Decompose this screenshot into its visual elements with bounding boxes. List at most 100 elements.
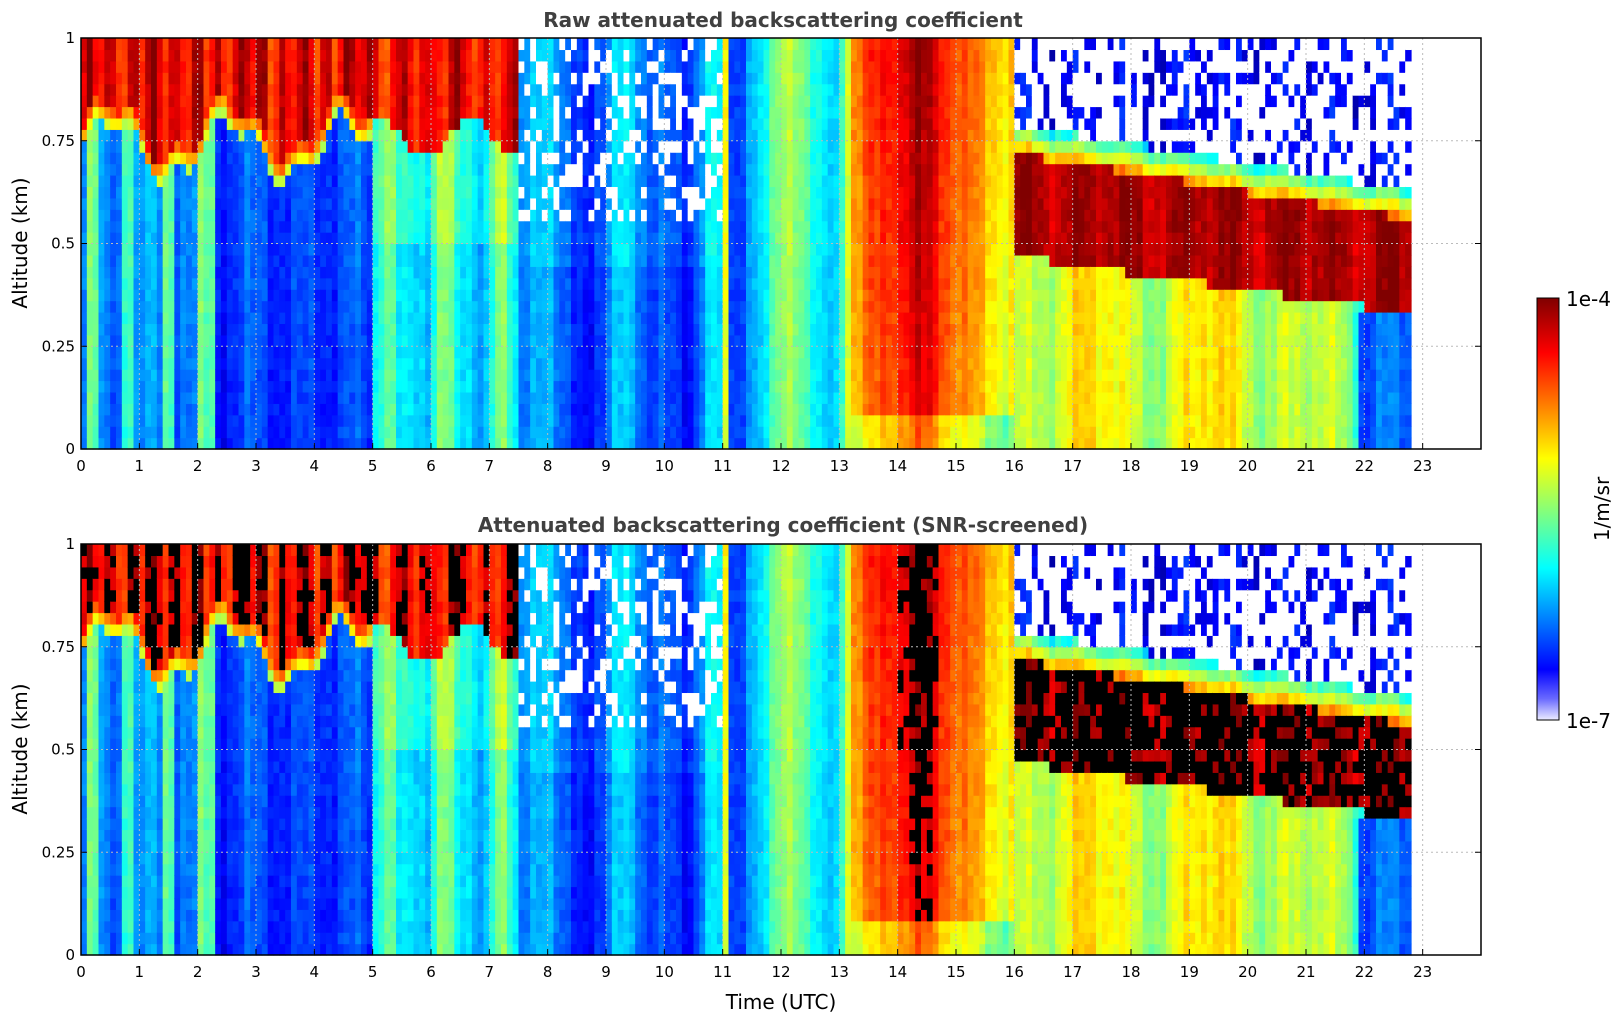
heatmap-cell bbox=[361, 140, 368, 153]
heatmap-cell bbox=[501, 186, 508, 199]
heatmap-cell bbox=[623, 254, 630, 267]
heatmap-cell bbox=[425, 369, 432, 382]
heatmap-cell bbox=[746, 277, 753, 290]
heatmap-cell bbox=[331, 369, 339, 382]
heatmap-cell bbox=[658, 334, 665, 347]
heatmap-cell bbox=[413, 277, 420, 290]
heatmap-cell bbox=[658, 403, 665, 416]
heatmap-cell bbox=[541, 38, 549, 51]
heatmap-cell bbox=[699, 72, 706, 85]
heatmap-cell bbox=[856, 117, 864, 130]
heatmap-cell bbox=[209, 60, 216, 73]
heatmap-cell bbox=[606, 232, 613, 245]
heatmap-cell bbox=[250, 197, 257, 210]
heatmap-cell bbox=[576, 323, 584, 336]
heatmap-cell bbox=[232, 117, 240, 130]
heatmap-cell bbox=[296, 254, 304, 267]
heatmap-cell bbox=[477, 72, 485, 85]
heatmap-cell bbox=[116, 117, 123, 130]
heatmap-cell bbox=[238, 175, 245, 188]
heatmap-cell bbox=[151, 163, 158, 176]
heatmap-cell bbox=[711, 277, 718, 290]
heatmap-cell bbox=[466, 129, 473, 142]
heatmap-cell bbox=[489, 334, 496, 347]
heatmap-cell bbox=[699, 437, 706, 450]
heatmap-cell bbox=[156, 38, 164, 51]
heatmap-cell bbox=[320, 243, 327, 256]
heatmap-cell bbox=[611, 437, 619, 450]
heatmap-cell bbox=[384, 49, 391, 62]
heatmap-cell bbox=[343, 140, 350, 153]
heatmap-cell bbox=[378, 38, 385, 51]
heatmap-cell bbox=[156, 197, 164, 210]
heatmap-cell bbox=[285, 129, 292, 142]
heatmap-cell bbox=[337, 391, 345, 404]
heatmap-cell bbox=[512, 175, 520, 188]
heatmap-cell bbox=[851, 414, 858, 427]
heatmap-cell bbox=[244, 334, 251, 347]
heatmap-cell bbox=[810, 197, 817, 210]
heatmap-cell bbox=[186, 243, 193, 256]
heatmap-cell bbox=[401, 72, 409, 85]
heatmap-cell bbox=[851, 334, 858, 347]
heatmap-cell bbox=[285, 175, 292, 188]
heatmap-cell bbox=[763, 197, 770, 210]
heatmap-cell bbox=[454, 414, 461, 427]
heatmap-cell bbox=[880, 38, 887, 51]
heatmap-cell bbox=[559, 357, 566, 370]
heatmap-cell bbox=[501, 334, 508, 347]
heatmap-cell bbox=[466, 266, 473, 279]
heatmap-cell bbox=[582, 186, 590, 199]
heatmap-cell bbox=[664, 323, 671, 336]
heatmap-cell bbox=[600, 163, 607, 176]
heatmap-cell bbox=[442, 312, 450, 325]
heatmap-cell bbox=[757, 49, 765, 62]
heatmap-cell bbox=[693, 277, 700, 290]
heatmap-cell bbox=[810, 266, 817, 279]
heatmap-cell bbox=[716, 186, 724, 199]
heatmap-cell bbox=[372, 83, 380, 96]
heatmap-cell bbox=[226, 391, 234, 404]
heatmap-cell bbox=[86, 323, 94, 336]
heatmap-cell bbox=[798, 117, 805, 130]
heatmap-cell bbox=[244, 140, 251, 153]
heatmap-cell bbox=[337, 369, 345, 382]
heatmap-cell bbox=[530, 163, 537, 176]
heatmap-cell bbox=[203, 60, 210, 73]
heatmap-cell bbox=[816, 106, 823, 119]
heatmap-cell bbox=[641, 323, 648, 336]
heatmap-cell bbox=[221, 117, 228, 130]
heatmap-cell bbox=[751, 403, 759, 416]
heatmap-cell bbox=[827, 243, 835, 256]
heatmap-cell bbox=[571, 266, 578, 279]
heatmap-cell bbox=[267, 357, 275, 370]
heatmap-cell bbox=[530, 403, 537, 416]
heatmap-cell bbox=[460, 254, 467, 267]
heatmap-cell bbox=[326, 72, 333, 85]
heatmap-cell bbox=[687, 186, 695, 199]
heatmap-cell bbox=[291, 391, 298, 404]
heatmap-cell bbox=[489, 38, 496, 51]
heatmap-cell bbox=[337, 403, 345, 416]
heatmap-cell bbox=[238, 289, 245, 302]
heatmap-cell bbox=[594, 312, 601, 325]
heatmap-cell bbox=[174, 254, 181, 267]
heatmap-cell bbox=[308, 380, 315, 393]
heatmap-cell bbox=[203, 129, 210, 142]
heatmap-cell bbox=[366, 437, 374, 450]
heatmap-cell bbox=[670, 106, 677, 119]
heatmap-cell bbox=[384, 163, 391, 176]
heatmap-cell bbox=[261, 266, 269, 279]
heatmap-cell bbox=[261, 369, 269, 382]
heatmap-cell bbox=[559, 254, 566, 267]
heatmap-cell bbox=[250, 152, 257, 165]
heatmap-cell bbox=[781, 38, 788, 51]
heatmap-cell bbox=[448, 152, 455, 165]
heatmap-cell bbox=[652, 72, 660, 85]
heatmap-cell bbox=[862, 289, 870, 302]
heatmap-cell bbox=[337, 197, 345, 210]
heatmap-cell bbox=[98, 186, 105, 199]
heatmap-cell bbox=[296, 426, 304, 439]
heatmap-cell bbox=[518, 129, 525, 142]
